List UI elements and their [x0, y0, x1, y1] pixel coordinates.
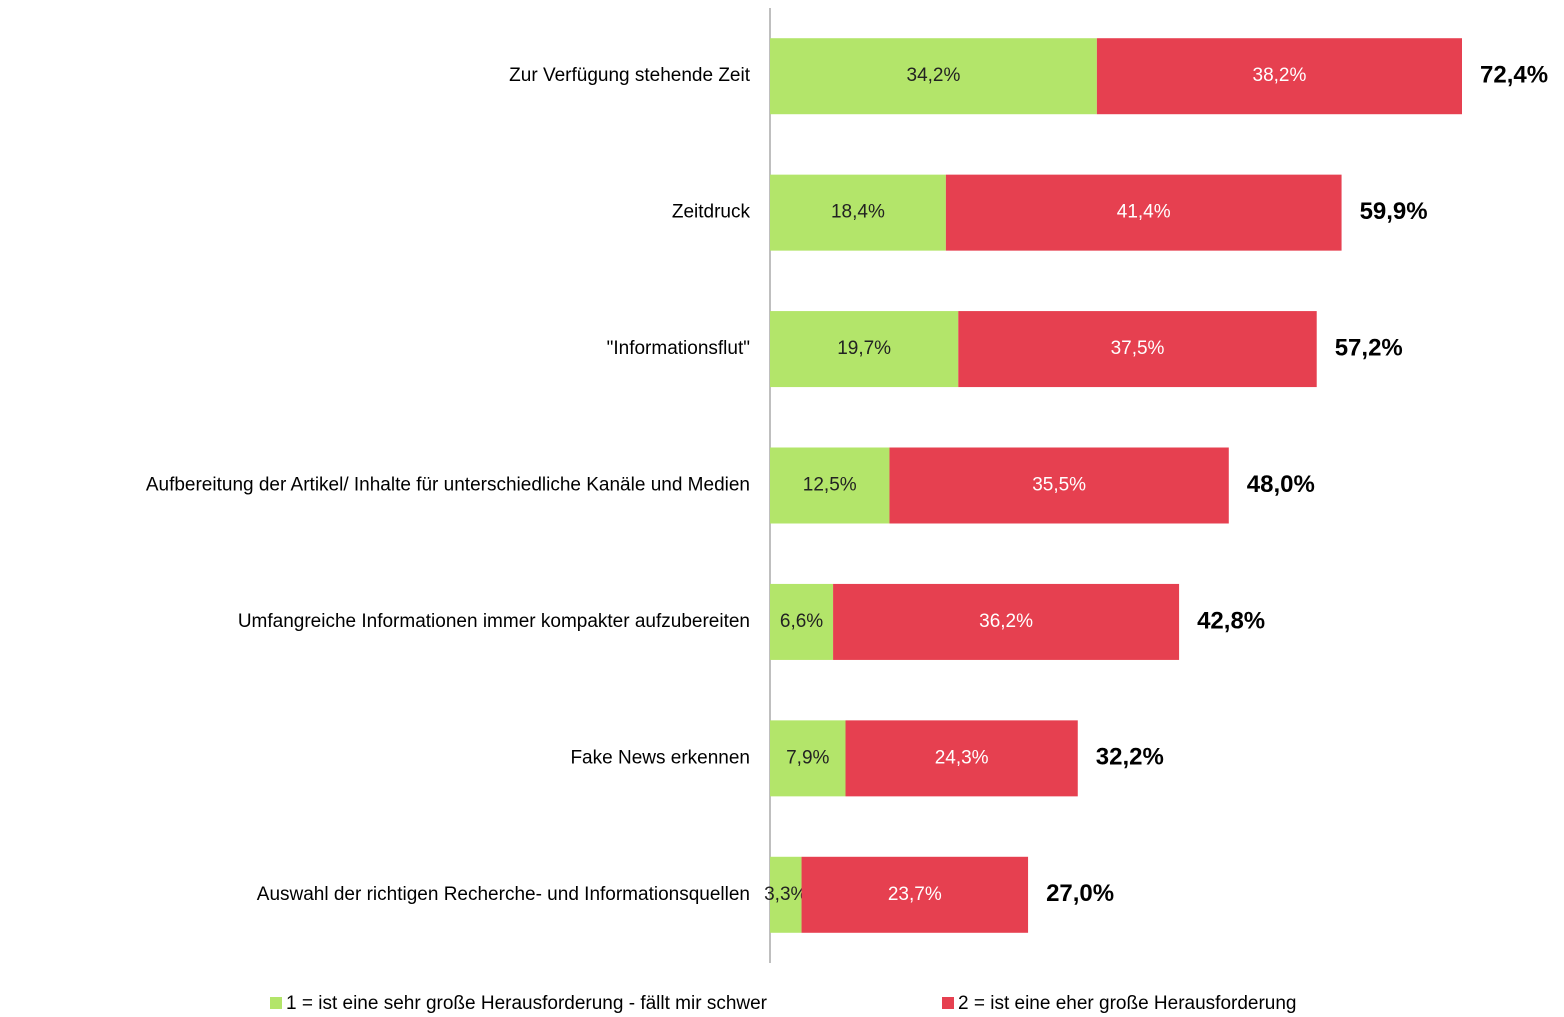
- total-label: 72,4%: [1480, 62, 1548, 89]
- category-label: "Informationsflut": [607, 338, 750, 359]
- bar-segment: [958, 311, 1317, 388]
- bar-segment: [770, 583, 834, 660]
- bar-segment: [770, 720, 846, 797]
- bar-segment: [770, 856, 802, 933]
- value-label: 6,6%: [780, 611, 823, 632]
- category-label: Zeitdruck: [672, 202, 751, 223]
- bar-segment: [845, 720, 1078, 797]
- legend-label: 1 = ist eine sehr große Herausforderung …: [286, 993, 768, 1014]
- total-label: 48,0%: [1247, 471, 1315, 498]
- bar-segment: [889, 447, 1229, 524]
- bar-segment: [1096, 38, 1462, 115]
- value-label: 38,2%: [1253, 65, 1307, 86]
- value-label: 37,5%: [1111, 338, 1165, 359]
- legend-swatch: [942, 997, 954, 1009]
- bar-segment: [833, 583, 1180, 660]
- category-label: Auswahl der richtigen Recherche- und Inf…: [257, 884, 750, 905]
- value-label: 12,5%: [803, 475, 857, 496]
- bar-segment: [770, 311, 959, 388]
- value-label: 19,7%: [837, 338, 891, 359]
- category-label: Umfangreiche Informationen immer kompakt…: [238, 611, 750, 632]
- total-label: 57,2%: [1335, 334, 1403, 361]
- value-label: 23,7%: [888, 884, 942, 905]
- bar-segment: [945, 174, 1342, 251]
- bar-segment: [770, 447, 890, 524]
- legend-swatch: [270, 997, 282, 1009]
- total-label: 32,2%: [1096, 744, 1164, 771]
- value-label: 18,4%: [831, 202, 885, 223]
- legend-label: 2 = ist eine eher große Herausforderung: [958, 993, 1297, 1014]
- value-label: 41,4%: [1117, 202, 1171, 223]
- bar-segment: [801, 856, 1029, 933]
- category-label: Aufbereitung der Artikel/ Inhalte für un…: [146, 475, 750, 496]
- value-label: 34,2%: [907, 65, 961, 86]
- category-label: Fake News erkennen: [570, 747, 750, 768]
- value-label: 3,3%: [764, 884, 807, 905]
- bar-segment: [770, 174, 946, 251]
- total-label: 59,9%: [1360, 198, 1428, 225]
- value-label: 24,3%: [935, 747, 989, 768]
- value-label: 7,9%: [786, 747, 829, 768]
- value-label: 35,5%: [1032, 475, 1086, 496]
- bar-segment: [770, 38, 1097, 115]
- total-label: 27,0%: [1046, 880, 1114, 907]
- value-label: 36,2%: [979, 611, 1033, 632]
- total-label: 42,8%: [1197, 607, 1265, 634]
- category-label: Zur Verfügung stehende Zeit: [509, 65, 751, 86]
